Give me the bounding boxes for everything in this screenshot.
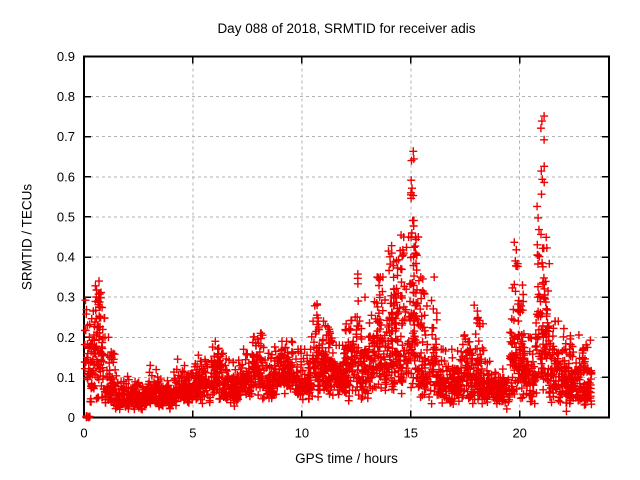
y-tick-label: 0.1 [57,370,75,385]
chart-title: Day 088 of 2018, SRMTID for receiver adi… [217,21,476,36]
y-tick-label: 0.4 [57,250,75,265]
y-tick-label: 0.2 [57,330,75,345]
y-tick-label: 0.9 [57,49,75,64]
y-tick-label: 0.3 [57,290,75,305]
y-tick-label: 0 [68,410,75,425]
y-tick-label: 0.8 [57,89,75,104]
y-tick-label: 0.6 [57,169,75,184]
x-tick-label: 20 [512,426,526,441]
x-tick-label: 10 [295,426,309,441]
x-tick-label: 0 [80,426,87,441]
data-points [80,112,596,422]
tick-labels: 0 5 10 15 20 0 0.1 0.2 0.3 0.4 0.5 0.6 0.7 0.8 0.9 [57,49,527,441]
y-tick-label: 0.5 [57,209,75,224]
x-axis-title: GPS time / hours [295,451,398,466]
plot-border [83,55,610,419]
x-tick-label: 15 [404,426,418,441]
y-tick-label: 0.7 [57,129,75,144]
x-tick-label: 5 [189,426,196,441]
